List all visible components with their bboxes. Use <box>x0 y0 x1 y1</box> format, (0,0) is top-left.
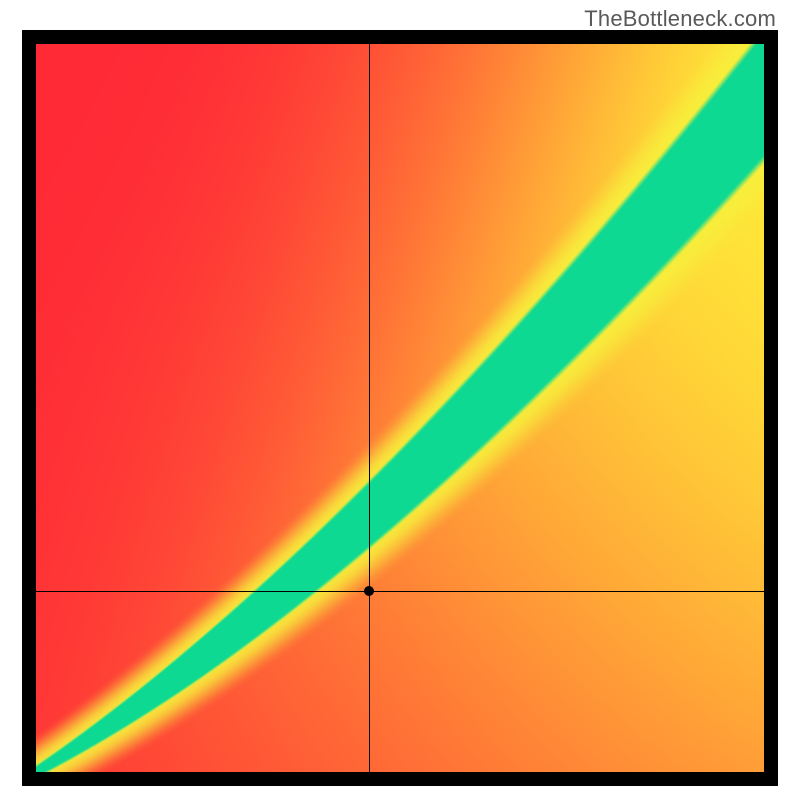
watermark-text: TheBottleneck.com <box>584 6 776 32</box>
crosshair-vertical <box>369 44 370 772</box>
heatmap-canvas <box>36 44 764 772</box>
plot-outer-frame <box>22 30 778 786</box>
crosshair-horizontal <box>36 591 764 592</box>
